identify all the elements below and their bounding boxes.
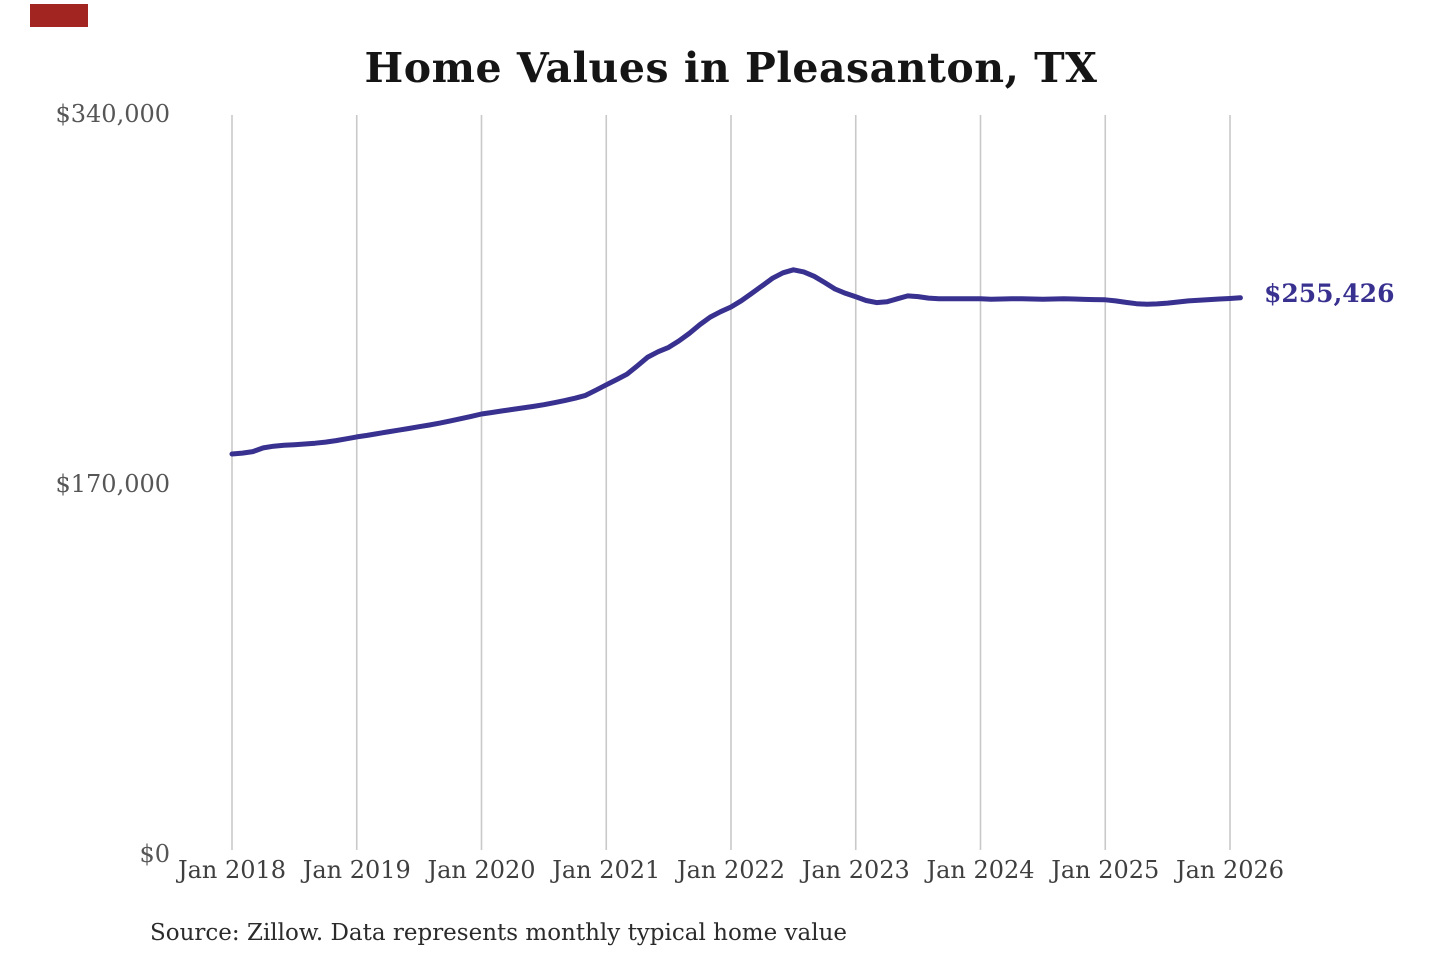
x-axis-tick-jan-2021: Jan 2021 <box>552 856 661 884</box>
y-axis-tick-0: $0 <box>139 840 170 868</box>
y-axis-tick-170000: $170,000 <box>55 470 170 498</box>
source-note: Source: Zillow. Data represents monthly … <box>150 920 848 946</box>
x-axis-tick-jan-2019: Jan 2019 <box>302 856 411 884</box>
x-axis-tick-jan-2023: Jan 2023 <box>801 856 910 884</box>
x-axis-tick-jan-2025: Jan 2025 <box>1051 856 1160 884</box>
x-axis-tick-jan-2018: Jan 2018 <box>177 856 287 884</box>
x-axis-tick-jan-2022: Jan 2022 <box>676 856 786 884</box>
end-value-label: $255,426 <box>1264 279 1395 308</box>
y-axis-tick-340000: $340,000 <box>55 100 170 128</box>
chart-title: Home Values in Pleasanton, TX <box>364 44 1098 92</box>
x-axis-tick-jan-2020: Jan 2020 <box>427 856 536 884</box>
brand-mark <box>30 4 88 27</box>
x-axis-tick-jan-2026: Jan 2026 <box>1175 856 1285 884</box>
x-axis-tick-jan-2024: Jan 2024 <box>926 856 1035 884</box>
home-value-line <box>229 267 1243 457</box>
